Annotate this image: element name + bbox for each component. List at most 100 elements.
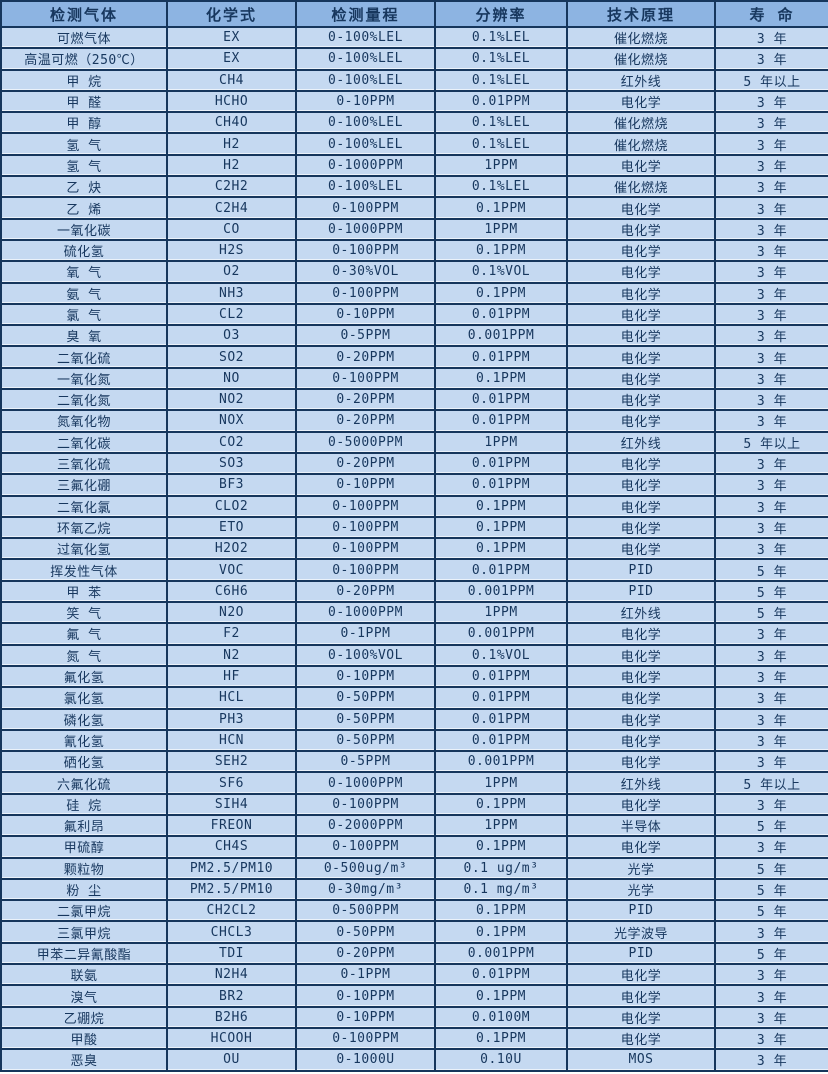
- table-cell: 3 年: [714, 47, 828, 71]
- table-cell: 0.1%VOL: [434, 643, 568, 667]
- table-cell: 电化学: [566, 345, 716, 369]
- table-cell: 3 年: [714, 728, 828, 753]
- table-cell: C2H2: [166, 175, 297, 199]
- table-row: 挥发性气体 VOC 0-100PPM 0.01PPM PID 5 年: [0, 558, 828, 582]
- table-cell: 0-100%VOL: [295, 643, 436, 667]
- table-cell: 0-20PPM: [295, 388, 436, 412]
- table-cell: 氟利昂: [0, 813, 168, 838]
- table-cell: HCOOH: [166, 1026, 297, 1051]
- table-cell: 0-20PPM: [295, 579, 436, 604]
- table-cell: 0-100%LEL: [295, 47, 436, 71]
- table-cell: FREON: [166, 813, 297, 838]
- table-cell: 0-100PPM: [295, 238, 436, 263]
- table-cell: 0.01PPM: [434, 451, 568, 476]
- table-row: 二氯甲烷 CH2CL2 0-500PPM 0.1PPM PID 5 年: [0, 899, 828, 923]
- table-row: 三氯甲烷 CHCL3 0-50PPM 0.1PPM 光学波导 3 年: [0, 920, 828, 944]
- table-cell: 0-50PPM: [295, 707, 436, 731]
- table-cell: 硫化氢: [0, 238, 168, 263]
- table-row: 甲硫醇 CH4S 0-100PPM 0.1PPM 电化学 3 年: [0, 835, 828, 859]
- table-cell: 粉 尘: [0, 877, 168, 902]
- table-cell: 3 年: [714, 89, 828, 114]
- table-row: 氧 气 O2 0-30%VOL 0.1%VOL 电化学 3 年: [0, 260, 828, 284]
- table-row: 氯 气 CL2 0-10PPM 0.01PPM 电化学 3 年: [0, 302, 828, 327]
- column-header-3: 分辨率: [434, 0, 568, 28]
- table-body: 可燃气体 EX 0-100%LEL 0.1%LEL 催化燃烧 3 年高温可燃（250℃） E…: [0, 25, 828, 1072]
- table-row: 磷化氢 PH3 0-50PPM 0.01PPM 电化学 3 年: [0, 707, 828, 731]
- table-cell: 氨 气: [0, 281, 168, 305]
- table-cell: 0.01PPM: [434, 707, 568, 731]
- table-cell: 3 年: [714, 515, 828, 540]
- table-cell: VOC: [166, 558, 297, 582]
- table-cell: 3 年: [714, 25, 828, 50]
- table-cell: 甲 醛: [0, 89, 168, 114]
- table-cell: 3 年: [714, 664, 828, 689]
- table-cell: 氯 气: [0, 302, 168, 327]
- table-cell: 1PPM: [434, 153, 568, 178]
- table-row: 氟化氢 HF 0-10PPM 0.01PPM 电化学 3 年: [0, 664, 828, 689]
- table-cell: 3 年: [714, 217, 828, 241]
- table-cell: 5 年: [714, 601, 828, 625]
- table-cell: 0-100PPM: [295, 281, 436, 305]
- table-cell: 0.1PPM: [434, 515, 568, 540]
- table-cell: 电化学: [566, 835, 716, 859]
- table-cell: 5 年: [714, 813, 828, 838]
- table-cell: 联氨: [0, 963, 168, 987]
- table-cell: 3 年: [714, 622, 828, 646]
- table-cell: 0-1000PPM: [295, 601, 436, 625]
- table-cell: 0-500ug/m³: [295, 856, 436, 880]
- table-cell: 恶臭: [0, 1048, 168, 1072]
- table-cell: H2: [166, 132, 297, 156]
- table-cell: 0-1000PPM: [295, 771, 436, 795]
- table-cell: 红外线: [566, 601, 716, 625]
- table-cell: 0-20PPM: [295, 451, 436, 476]
- table-row: 二氧化氮 NO2 0-20PPM 0.01PPM 电化学 3 年: [0, 388, 828, 412]
- table-cell: EX: [166, 47, 297, 71]
- table-row: 二氧化硫 SO2 0-20PPM 0.01PPM 电化学 3 年: [0, 345, 828, 369]
- table-cell: 0.1PPM: [434, 238, 568, 263]
- table-row: 氰化氢 HCN 0-50PPM 0.01PPM 电化学 3 年: [0, 728, 828, 753]
- table-row: 乙 烯 C2H4 0-100PPM 0.1PPM 电化学 3 年: [0, 196, 828, 220]
- table-cell: 乙 炔: [0, 175, 168, 199]
- table-cell: 3 年: [714, 196, 828, 220]
- table-cell: 二氯甲烷: [0, 899, 168, 923]
- table-cell: 0-20PPM: [295, 409, 436, 433]
- table-cell: 电化学: [566, 89, 716, 114]
- table-row: 氢 气 H2 0-1000PPM 1PPM 电化学 3 年: [0, 153, 828, 178]
- table-cell: 0.01PPM: [434, 89, 568, 114]
- table-row: 氢 气 H2 0-100%LEL 0.1%LEL 催化燃烧 3 年: [0, 132, 828, 156]
- table-cell: 0-100PPM: [295, 366, 436, 391]
- table-cell: PM2.5/PM10: [166, 877, 297, 902]
- table-cell: N2: [166, 643, 297, 667]
- table-cell: 5 年: [714, 579, 828, 604]
- table-cell: 臭 氧: [0, 324, 168, 348]
- table-cell: SIH4: [166, 792, 297, 816]
- table-cell: 氢 气: [0, 153, 168, 178]
- table-cell: 电化学: [566, 664, 716, 689]
- table-cell: NO2: [166, 388, 297, 412]
- table-row: 甲 醛 HCHO 0-10PPM 0.01PPM 电化学 3 年: [0, 89, 828, 114]
- table-cell: SO3: [166, 451, 297, 476]
- table-cell: 5 年: [714, 856, 828, 880]
- table-cell: TDI: [166, 941, 297, 966]
- table-row: 甲 苯 C6H6 0-20PPM 0.001PPM PID 5 年: [0, 579, 828, 604]
- table-cell: 过氧化氢: [0, 537, 168, 561]
- table-cell: 0.1PPM: [434, 792, 568, 816]
- table-cell: 0.1PPM: [434, 196, 568, 220]
- table-cell: 氰化氢: [0, 728, 168, 753]
- table-cell: 0-30%VOL: [295, 260, 436, 284]
- table-cell: 甲硫醇: [0, 835, 168, 859]
- table-cell: 3 年: [714, 835, 828, 859]
- table-cell: 3 年: [714, 302, 828, 327]
- table-row: 高温可燃（250℃） EX 0-100%LEL 0.1%LEL 催化燃烧 3 年: [0, 47, 828, 71]
- table-cell: 二氧化硫: [0, 345, 168, 369]
- column-header-1: 化学式: [166, 0, 297, 28]
- table-cell: 0-30mg/m³: [295, 877, 436, 902]
- table-cell: CL2: [166, 302, 297, 327]
- table-cell: 红外线: [566, 68, 716, 92]
- table-cell: 3 年: [714, 643, 828, 667]
- table-cell: PM2.5/PM10: [166, 856, 297, 880]
- table-cell: 3 年: [714, 984, 828, 1008]
- table-cell: 甲酸: [0, 1026, 168, 1051]
- table-cell: 电化学: [566, 1005, 716, 1029]
